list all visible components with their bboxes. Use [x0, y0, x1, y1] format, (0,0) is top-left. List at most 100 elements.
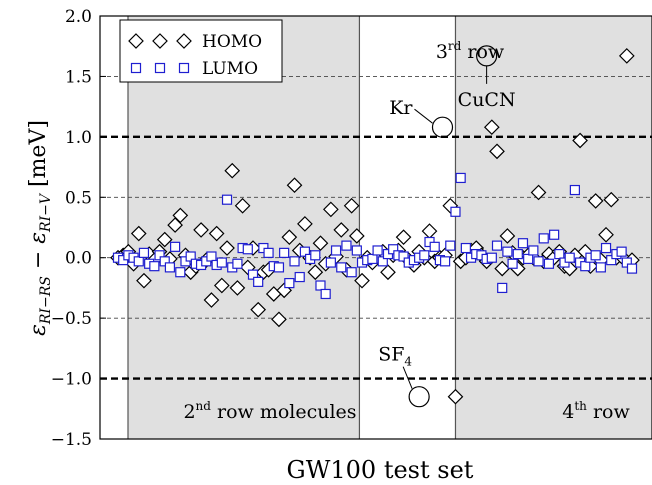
legend: HOMO LUMO: [119, 19, 283, 83]
lumo-point: [336, 262, 347, 273]
homo-point: [333, 222, 350, 238]
lumo-point: [569, 184, 580, 196]
homo-point: [587, 193, 604, 209]
region-labels: 2nd row molecules 3rd row 4th row: [183, 39, 630, 423]
y-tick-label: −1.0: [51, 370, 92, 390]
homo-point: [598, 226, 614, 243]
legend-label-lumo: LUMO: [202, 59, 258, 79]
homo-point: [229, 280, 246, 296]
region-3: [455, 16, 652, 439]
lumo-point: [564, 252, 575, 263]
y-tick-label: −0.5: [51, 309, 92, 329]
lumo-point: [491, 240, 503, 251]
lumo-point: [154, 250, 165, 261]
homo-point: [224, 162, 241, 179]
legend-label-homo: HOMO: [202, 32, 262, 52]
lumo-point: [175, 267, 186, 278]
lumo-point: [310, 250, 321, 261]
lumo-point: [325, 257, 336, 268]
y-label-unit: [meV]: [26, 120, 51, 194]
lumo-point: [149, 261, 160, 272]
lumo-point: [216, 257, 227, 268]
lumo-point: [351, 245, 362, 256]
y-tick-label: −1.5: [51, 430, 92, 450]
lumo-point: [554, 248, 565, 260]
y-tick-label: 0.0: [65, 249, 92, 269]
lumo-point: [377, 256, 388, 267]
lumo-point: [606, 255, 617, 266]
homo-point: [354, 272, 370, 289]
legend-marker-lumo: [154, 62, 166, 74]
lumo-point: [185, 251, 196, 262]
lumo-point: [221, 194, 233, 205]
y-label-sub-1: RI−RS: [38, 276, 54, 325]
lumo-point: [502, 246, 513, 257]
legend-marker-lumo: [178, 62, 190, 74]
lumo-point: [133, 256, 144, 267]
lumo-series: [112, 172, 638, 300]
homo-point: [286, 177, 303, 194]
homo-point: [323, 201, 339, 218]
lumo-point: [590, 250, 601, 261]
lumo-point: [600, 242, 612, 254]
lumo-point: [315, 280, 326, 291]
lumo-point: [263, 247, 274, 258]
homo-point: [250, 301, 267, 318]
lumo-point: [206, 251, 217, 262]
homo-point: [447, 388, 464, 405]
y-label-symbol-1: ε: [26, 324, 51, 336]
homo-point: [307, 264, 324, 281]
homo-point: [380, 264, 396, 281]
region-2: [359, 16, 455, 439]
legend-marker-homo: [176, 33, 192, 49]
lumo-point: [626, 263, 638, 274]
region-label-2: 3rd row: [436, 39, 505, 63]
y-axis-label: εRI−RS − εRI−V [meV]: [26, 120, 54, 336]
lumo-point: [445, 240, 456, 251]
y-label-sub-2: RI−V: [38, 192, 54, 233]
lumo-point: [320, 288, 331, 300]
lumo-point: [294, 271, 305, 283]
lumo-point: [580, 261, 591, 272]
homo-point: [603, 191, 620, 208]
lumo-point: [429, 241, 440, 252]
homo-point: [572, 132, 588, 149]
lumo-point: [289, 256, 300, 267]
homo-point: [167, 217, 183, 233]
lumo-point: [543, 258, 555, 269]
lumo-point: [616, 246, 627, 257]
x-axis-label: GW100 test set: [287, 456, 474, 484]
homo-point: [281, 229, 298, 246]
lumo-point: [533, 256, 544, 267]
lumo-point: [549, 229, 560, 240]
y-tick-label: 0.5: [65, 188, 92, 208]
lumo-point: [138, 247, 150, 258]
annotations: Kr CuCN SF4: [378, 45, 516, 408]
lumo-point: [439, 256, 451, 267]
legend-marker-lumo: [130, 62, 142, 74]
region-backgrounds: [127, 16, 652, 439]
lumo-point: [232, 258, 243, 269]
lumo-point: [486, 252, 497, 263]
homo-point: [618, 48, 635, 64]
homo-point: [193, 222, 209, 238]
lumo-point: [398, 251, 409, 262]
lumo-point: [284, 277, 295, 289]
homo-point: [343, 197, 360, 214]
y-tick-label: 1.5: [65, 67, 92, 87]
homo-point: [213, 277, 230, 294]
homo-point: [489, 143, 505, 160]
lumo-point: [523, 253, 534, 265]
region-1: [128, 16, 360, 439]
y-tick-label: 1.0: [65, 128, 92, 148]
lumo-point: [159, 256, 170, 267]
region-label-1: 2nd row molecules: [183, 399, 356, 423]
homo-point: [499, 228, 516, 244]
homo-point: [483, 119, 500, 136]
annotation-circle: [431, 116, 454, 138]
homo-point: [156, 231, 173, 248]
lumo-point: [330, 245, 342, 256]
legend-marker-homo: [128, 33, 144, 49]
homo-point: [348, 228, 365, 244]
